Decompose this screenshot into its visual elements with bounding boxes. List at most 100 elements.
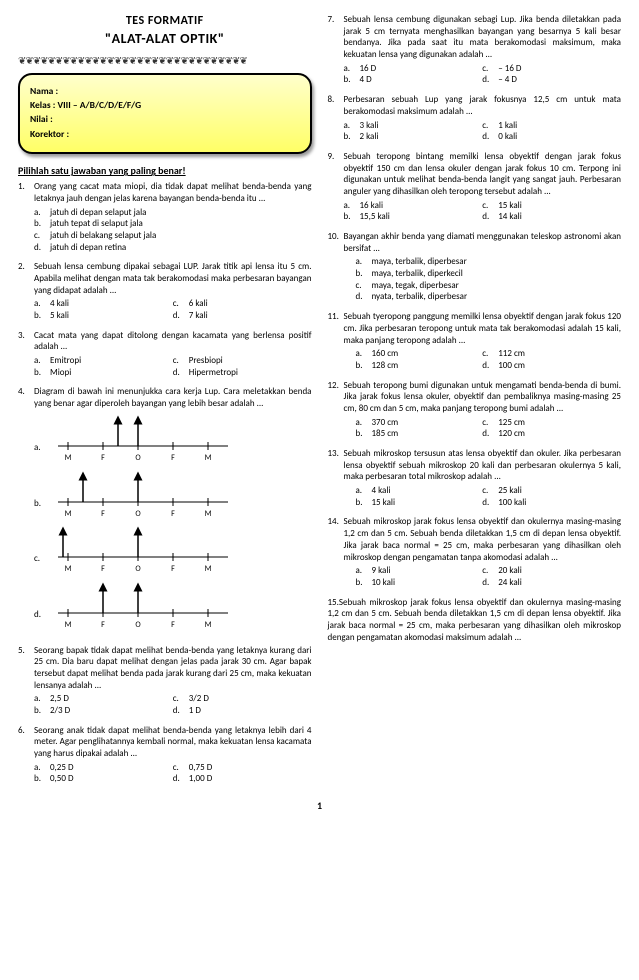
option-text: 5 kali (50, 310, 69, 322)
question-number: 12. (328, 380, 344, 440)
options: a.jatuh di depan selaput jalab.jatuh tep… (34, 207, 312, 254)
option-letter: a. (356, 417, 372, 429)
option-row: b.jatuh tepat di selaput jala (34, 218, 312, 230)
option-row: b.128 cmd.100 cm (344, 360, 622, 372)
option: b.5 kali (34, 310, 173, 322)
question: 10.Bayangan akhir benda yang diamati men… (328, 231, 622, 303)
option-text: 4 D (360, 74, 372, 86)
option-letter: b. (34, 773, 50, 785)
option: d.1 D (173, 705, 312, 717)
option-text: 100 kali (498, 497, 526, 509)
diagram-svg: MFOFM (48, 414, 312, 466)
question-body: Sebuah lensa cembung dipakai sebagai LUP… (34, 261, 312, 321)
question-body: Diagram di bawah ini menunjukka cara ker… (34, 386, 312, 636)
question-text: Sebuah teropong bintang memilki lensa ob… (344, 151, 622, 198)
question-body: Sebuah mikroskop tersusun atas lensa oby… (344, 448, 622, 508)
svg-text:F: F (171, 509, 175, 518)
option-letter: d. (482, 497, 498, 509)
option-text: 185 cm (372, 428, 399, 440)
info-kelas: Kelas : VIII – A/B/C/D/E/F/G (30, 99, 300, 111)
svg-text:M: M (65, 564, 72, 573)
option-letter: c. (482, 200, 498, 212)
option-text: 10 kali (372, 577, 396, 589)
question-text: 15.Sebuah mikroskop jarak fokus lensa ob… (328, 597, 622, 644)
option: a.Emitropi (34, 355, 173, 367)
option-letter: c. (482, 565, 498, 577)
option-text: 370 cm (372, 417, 399, 429)
option-text: 6 kali (189, 298, 208, 310)
question-number: 2. (18, 261, 34, 321)
option: d.1,00 D (173, 773, 312, 785)
question-body: Cacat mata yang dapat ditolong dengan ka… (34, 330, 312, 379)
options: a.maya, terbalik, diperbesarb.maya, terb… (344, 256, 622, 303)
option-text: 1 D (189, 705, 201, 717)
svg-text:F: F (171, 453, 175, 462)
question: 7.Sebuah lensa cembung digunakan sebagi … (328, 14, 622, 86)
option-row: a.maya, terbalik, diperbesar (344, 256, 622, 268)
question-number: 1. (18, 181, 34, 253)
question-body: Sebuah lensa cembung digunakan sebagi Lu… (344, 14, 622, 86)
question-body: Sebuah teropong bumi digunakan untuk men… (344, 380, 622, 440)
option-letter: d. (173, 773, 189, 785)
option-letter: b. (356, 577, 372, 589)
option: d.nyata, terbalik, diperbesar (344, 291, 622, 303)
question: 8.Perbesaran sebuah Lup yang jarak fokus… (328, 94, 622, 143)
option-letter: b. (356, 428, 372, 440)
question-body: 15.Sebuah mikroskop jarak fokus lensa ob… (328, 597, 622, 644)
option: c.Presbiopi (173, 355, 312, 367)
option: a.maya, terbalik, diperbesar (344, 256, 622, 268)
svg-text:F: F (101, 453, 105, 462)
option-text: 14 kali (498, 211, 522, 223)
option-letter: d. (482, 577, 498, 589)
option-text: 3 kali (360, 120, 379, 132)
option-row: b.15 kalid.100 kali (344, 497, 622, 509)
option-letter: b. (344, 211, 360, 223)
option-text: 9 kali (372, 565, 391, 577)
option-letter: c. (173, 762, 189, 774)
option: a.2,5 D (34, 693, 173, 705)
option: d.jatuh di depan retina (34, 242, 312, 254)
question-text: Sebuah lensa cembung digunakan sebagi Lu… (344, 14, 622, 61)
option-row: b.2/3 D d.1 D (34, 705, 312, 717)
option-row: a.2,5 Dc.3/2 D (34, 693, 312, 705)
option: d.14 kali (482, 211, 621, 223)
svg-text:M: M (205, 564, 212, 573)
svg-text:F: F (171, 564, 175, 573)
options: a.4 kalic.25 kalib.15 kalid.100 kali (344, 485, 622, 508)
option-letter: b. (34, 218, 50, 230)
svg-text:O: O (135, 564, 141, 573)
option-letter: c. (173, 355, 189, 367)
question: 12.Sebuah teropong bumi digunakan untuk … (328, 380, 622, 440)
option: c.maya, tegak, diperbesar (344, 280, 622, 292)
question-body: Orang yang cacat mata miopi, dia tidak d… (34, 181, 312, 253)
option-text: 15 kali (372, 497, 396, 509)
options: a.16 kalic.15 kalib.15,5 kalid.14 kali (344, 200, 622, 223)
option: c.jatuh di belakang selaput jala (34, 230, 312, 242)
option-letter: d. (482, 428, 498, 440)
option-letter: b. (34, 705, 50, 717)
question: 3.Cacat mata yang dapat ditolong dengan … (18, 330, 312, 379)
question-number: 8. (328, 94, 344, 143)
option-text: Presbiopi (189, 355, 223, 367)
option-letter: b. (356, 360, 372, 372)
decoration: ❦❦❦❦❦❦❦❦❦❦❦❦❦❦❦❦❦❦❦❦❦❦❦❦❦❦❦❦❦❦❦ (18, 54, 312, 67)
option-row: b.4 Dd.– 4 D (344, 74, 622, 86)
option: d.Hipermetropi (173, 367, 312, 379)
option-letter: b. (356, 268, 372, 280)
right-column: 7.Sebuah lensa cembung digunakan sebagi … (328, 14, 622, 793)
left-column: TES FORMATIF "ALAT-ALAT OPTIK" ❦❦❦❦❦❦❦❦❦… (18, 14, 312, 793)
option-text: Miopi (50, 367, 71, 379)
option-row: a.Emitropic.Presbiopi (34, 355, 312, 367)
option-row: a.16 Dc.– 16 D (344, 63, 622, 75)
option: b.Miopi (34, 367, 173, 379)
option: a.16 kali (344, 200, 483, 212)
question-text: Sebuah lensa cembung dipakai sebagai LUP… (34, 261, 312, 296)
question: 11.Sebuah tyeropong panggung memilki len… (328, 311, 622, 371)
option-letter: a. (356, 485, 372, 497)
option: a.jatuh di depan selaput jala (34, 207, 312, 219)
option-letter: a. (356, 348, 372, 360)
diagram-label: b. (34, 498, 48, 522)
option: c.1 kali (482, 120, 621, 132)
option-text: 2/3 D (50, 705, 70, 717)
option-text: 128 cm (372, 360, 399, 372)
